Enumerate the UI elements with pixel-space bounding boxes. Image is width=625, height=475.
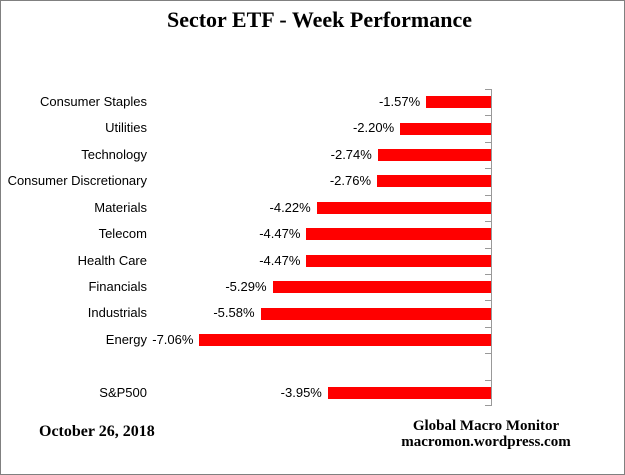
chart-row: S&P500 -3.95% — [1, 380, 624, 406]
value-label: -1.57% — [378, 94, 421, 109]
bar — [272, 281, 491, 294]
footer-date: October 26, 2018 — [39, 423, 155, 440]
axis-tick — [485, 274, 491, 275]
value-label: -4.47% — [259, 252, 301, 268]
value-label: -5.29% — [225, 278, 267, 294]
chart-row: Technology -2.74% — [1, 142, 624, 168]
category-label: Utilities — [105, 120, 147, 136]
bar — [306, 254, 491, 267]
bar — [260, 307, 491, 320]
category-label: Materials — [94, 199, 147, 215]
value-label: -5.58% — [213, 305, 255, 321]
chart-row: Health Care -4.47% — [1, 248, 624, 274]
axis-tick — [485, 300, 491, 301]
axis-tick — [485, 380, 491, 381]
chart-row: Consumer Staples -1.57% — [1, 89, 624, 115]
axis-tick — [485, 115, 491, 116]
category-label: Financials — [88, 278, 147, 294]
category-label: Technology — [81, 146, 147, 162]
bar — [327, 386, 491, 399]
bar — [426, 96, 491, 109]
chart-row: Telecom -4.47% — [1, 221, 624, 247]
bar — [377, 175, 491, 188]
axis-tick — [485, 142, 491, 143]
category-label: Energy — [105, 331, 147, 347]
value-label: -3.95% — [280, 384, 322, 400]
category-label: Industrials — [87, 305, 147, 321]
value-label: -4.47% — [259, 226, 301, 242]
value-label: -4.22% — [269, 199, 311, 215]
plot-area: Consumer Staples -1.57% Utilities -2.20% Tec… — [1, 89, 624, 407]
axis-tick — [485, 168, 491, 169]
chart-row: Materials -4.22% — [1, 195, 624, 221]
axis-tick — [485, 327, 491, 328]
bar — [377, 149, 491, 162]
axis-tick — [485, 221, 491, 222]
bar — [199, 333, 491, 346]
axis-tick — [485, 89, 491, 90]
value-label: -2.74% — [330, 146, 372, 162]
bar — [306, 228, 491, 241]
axis-tick — [485, 248, 491, 249]
chart-row: Industrials -5.58% — [1, 300, 624, 326]
bar — [400, 122, 491, 135]
chart-row: Consumer Discretionary -2.76% — [1, 168, 624, 194]
category-label: S&P500 — [99, 384, 147, 400]
bar — [316, 201, 491, 214]
value-axis-line — [491, 89, 492, 407]
value-label: -7.06% — [152, 331, 194, 347]
footer-brand-name: Global Macro Monitor — [412, 418, 560, 434]
footer-brand: Global Macro Monitor macromon.wordpress.… — [386, 418, 586, 450]
category-label: Consumer Staples — [40, 94, 147, 109]
chart-row: Financials -5.29% — [1, 274, 624, 300]
category-label: Consumer Discretionary — [7, 173, 147, 189]
axis-tick — [485, 353, 491, 354]
value-label: -2.20% — [352, 120, 395, 136]
footer-brand-url: macromon.wordpress.com — [401, 434, 571, 450]
chart-title: Sector ETF - Week Performance — [166, 7, 473, 32]
category-label: Telecom — [98, 226, 147, 242]
axis-tick — [485, 195, 491, 196]
value-label: -2.76% — [329, 173, 372, 189]
chart-row: Energy -7.06% — [1, 327, 624, 353]
category-label: Health Care — [77, 252, 147, 268]
chart-row: Utilities -2.20% — [1, 115, 624, 141]
axis-tick — [485, 405, 491, 406]
